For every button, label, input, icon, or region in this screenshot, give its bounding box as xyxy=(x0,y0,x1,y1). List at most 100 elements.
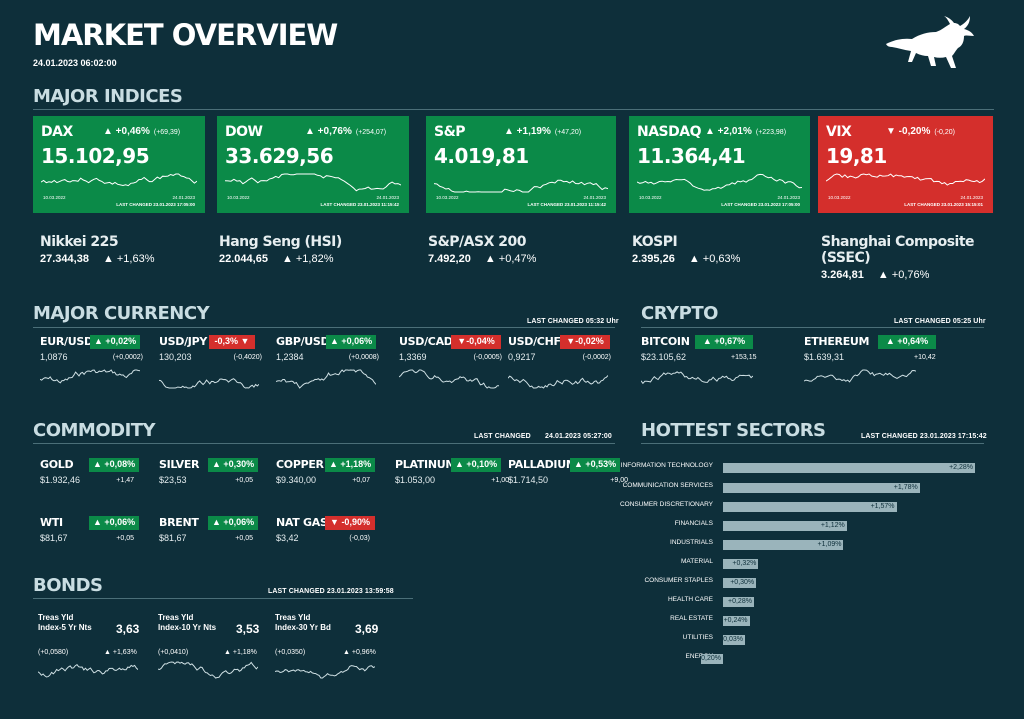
index-sparkline xyxy=(434,179,608,193)
section-title-sectors: HOTTEST SECTORS xyxy=(641,420,826,441)
sparkline-line xyxy=(637,173,802,191)
currency-pair-gbp-usd[interactable]: GBP/USD 1,2384 ▲ +0,06% (+0,0008) xyxy=(275,335,381,395)
sector-bar: +1,12% xyxy=(723,521,847,531)
bond-change-abs: (+0,0350) xyxy=(275,649,306,656)
commodity-last-changed-label: LAST CHANGED xyxy=(474,433,531,440)
index-card-sp[interactable]: S&P ▲ +1,19% (+47,20) 4.019,81 10.03.2022 24.… xyxy=(426,116,616,213)
sector-bar: +0,30% xyxy=(723,578,757,588)
minor-index-change: ▲ +0,63% xyxy=(688,253,741,265)
sectors-last-changed: LAST CHANGED 23.01.2023 17:15:42 xyxy=(861,433,987,440)
bond-change-pct: ▲ +1,63% xyxy=(104,649,137,656)
bond-item[interactable]: Treas Yld Index-5 Yr Nts 3,63 (+0,0580) ▲ +… xyxy=(37,613,148,683)
sector-label: COMMUNICATION SERVICES xyxy=(622,482,713,489)
currency-sparkline xyxy=(158,378,260,389)
commodity-brent[interactable]: BRENT $81,67 ▲ +0,06% +0,05 xyxy=(159,516,264,546)
sparkline-line xyxy=(507,375,609,389)
commodity-change-abs: +0,05 xyxy=(116,535,134,542)
bond-value: 3,63 xyxy=(116,622,140,636)
index-date-start: 10.03.2022 xyxy=(828,195,851,200)
sector-value-label: +0,24% xyxy=(723,617,748,624)
commodity-palladium[interactable]: PALLADIUM $1.714,50 ▲ +0,53% +9,00 xyxy=(508,458,628,488)
crypto-ethereum[interactable]: ETHEREUM $1.639,31 ▲ +0,64% +10,42 xyxy=(803,335,939,395)
commodity-change-badge: ▼ -0,90% xyxy=(325,516,375,530)
index-name: S&P xyxy=(434,124,466,140)
index-change-pct: ▼ -0,20% xyxy=(886,126,931,137)
minor-index-change: ▲ +1,82% xyxy=(281,253,334,265)
index-change: ▲ +2,01% (+223,98) xyxy=(705,126,786,137)
sector-label: INFORMATION TECHNOLOGY xyxy=(620,462,713,469)
bond-item[interactable]: Treas Yld Index-30 Yr Bd 3,69 (+0,0350) ▲ +… xyxy=(274,613,385,683)
minor-index-value: 2.395,26 xyxy=(632,253,675,265)
commodity-name: NAT GAS xyxy=(276,516,328,529)
commodity-change-abs: (-0,03) xyxy=(349,535,370,542)
currency-price: 1,0876 xyxy=(40,352,68,362)
index-last-changed: LAST CHANGED 23.01.2023 11:15:42 xyxy=(527,202,606,207)
sparkline-line xyxy=(37,664,139,678)
sparkline-line xyxy=(39,369,141,384)
minor-index-change: ▲ +0,47% xyxy=(484,253,537,265)
index-value: 19,81 xyxy=(826,144,887,168)
index-date-start: 10.03.2022 xyxy=(436,195,459,200)
index-card-dax[interactable]: DAX ▲ +0,46% (+69,39) 15.102,95 10.03.2022 24… xyxy=(33,116,205,213)
commodity-change-abs: +1,47 xyxy=(116,477,134,484)
section-divider xyxy=(33,327,615,328)
index-card-vix[interactable]: VIX ▼ -0,20% (-0,20) 19,81 10.03.2022 24.01.2… xyxy=(818,116,993,213)
index-value: 33.629,56 xyxy=(225,144,334,168)
commodity-name: PLATINUM xyxy=(395,458,457,471)
commodity-change-abs: +0,07 xyxy=(352,477,370,484)
crypto-bitcoin[interactable]: BITCOIN $23.105,62 ▲ +0,67% +153,15 xyxy=(640,335,776,395)
commodity-change-abs: +0,05 xyxy=(235,535,253,542)
sparkline-line xyxy=(41,173,197,187)
commodity-name: GOLD xyxy=(40,458,74,471)
commodity-nat-gas[interactable]: NAT GAS $3,42 ▼ -0,90% (-0,03) xyxy=(276,516,381,546)
commodity-copper[interactable]: COPPER $9.340,00 ▲ +1,18% +0,07 xyxy=(276,458,381,488)
sector-value-label: +1,57% xyxy=(870,503,895,510)
commodity-name: PALLADIUM xyxy=(508,458,577,471)
sector-value-label: +1,78% xyxy=(893,484,918,491)
currency-sparkline xyxy=(39,369,141,384)
currency-change-abs: (-0,4020) xyxy=(233,354,262,361)
sector-label: CONSUMER STAPLES xyxy=(644,577,713,584)
bond-change-abs: (+0,0580) xyxy=(38,649,69,656)
bull-logo-icon xyxy=(886,16,974,68)
sparkline-line xyxy=(434,179,608,193)
currency-pair-eur-usd[interactable]: EUR/USD 1,0876 ▲ +0,02% (+0,0002) xyxy=(39,335,145,395)
page-title: MARKET OVERVIEW xyxy=(33,18,338,52)
commodity-price: $23,53 xyxy=(159,475,187,485)
commodity-platinum[interactable]: PLATINUM $1.053,00 ▲ +0,10% +1,00 xyxy=(395,458,509,488)
commodity-name: WTI xyxy=(40,516,63,529)
index-card-nasdaq[interactable]: NASDAQ ▲ +2,01% (+223,98) 11.364,41 10.03.20… xyxy=(629,116,810,213)
currency-sparkline xyxy=(275,369,377,389)
commodity-silver[interactable]: SILVER $23,53 ▲ +0,30% +0,05 xyxy=(159,458,264,488)
currency-pair-usd-jpy[interactable]: USD/JPY 130,203 -0,3% ▼ (-0,4020) xyxy=(158,335,264,395)
sector-label: CONSUMER DISCRETIONARY xyxy=(619,501,713,508)
index-sparkline xyxy=(826,173,985,186)
crypto-name: ETHEREUM xyxy=(804,335,870,348)
sector-value-label: +0,03% xyxy=(719,636,743,643)
commodity-price: $81,67 xyxy=(40,533,68,543)
sector-bar: +2,28% xyxy=(723,463,975,473)
commodity-gold[interactable]: GOLD $1.932,46 ▲ +0,08% +1,47 xyxy=(40,458,145,488)
commodity-wti[interactable]: WTI $81,67 ▲ +0,06% +0,05 xyxy=(40,516,145,546)
bond-item[interactable]: Treas Yld Index-10 Yr Nts 3,53 (+0,0410) ▲ … xyxy=(157,613,268,683)
commodity-change-badge: ▲ +0,06% xyxy=(89,516,139,530)
minor-index-name: KOSPI xyxy=(632,234,678,250)
index-date-start: 10.03.2022 xyxy=(639,195,662,200)
sector-label: INDUSTRIALS xyxy=(670,539,713,546)
crypto-change-badge: ▲ +0,64% xyxy=(878,335,936,349)
sector-value-label: -0,20% xyxy=(698,655,721,662)
sector-value-label: +1,12% xyxy=(820,522,845,529)
crypto-price: $23.105,62 xyxy=(641,352,687,362)
currency-pair-usd-chf[interactable]: USD/CHF 0,9217 ▼-0,02% (-0,0002) xyxy=(507,335,613,395)
sector-bar: +0,32% xyxy=(723,559,759,569)
minor-index-value: 27.344,38 xyxy=(40,253,89,265)
minor-index-value: 22.044,65 xyxy=(219,253,268,265)
minor-index-value: 7.492,20 xyxy=(428,253,471,265)
currency-name: EUR/USD xyxy=(40,335,93,348)
currency-last-changed: LAST CHANGED 05:32 Uhr xyxy=(527,318,619,325)
commodity-name: COPPER xyxy=(276,458,324,471)
section-title-currency: MAJOR CURRENCY xyxy=(33,303,210,324)
currency-change-abs: (+0,0002) xyxy=(112,354,143,361)
currency-pair-usd-cad[interactable]: USD/CAD 1,3369 ▼-0,04% (-0,0005) xyxy=(398,335,504,395)
index-card-dow[interactable]: DOW ▲ +0,76% (+254,07) 33.629,56 10.03.2022 2… xyxy=(217,116,409,213)
